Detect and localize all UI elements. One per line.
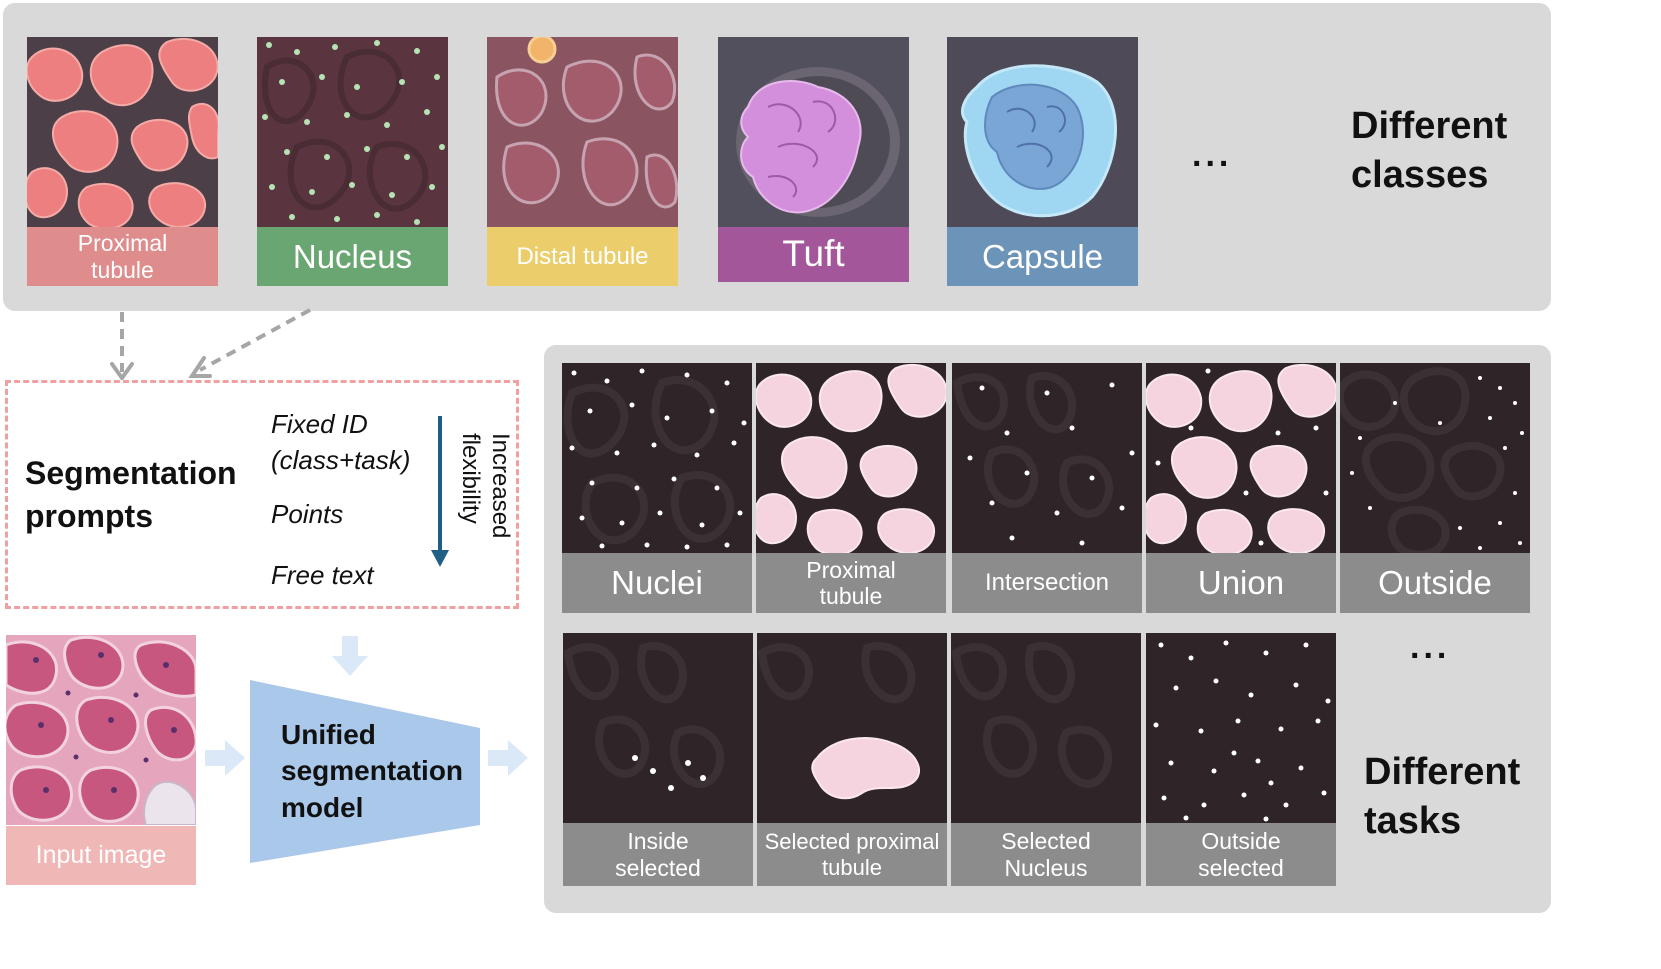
task-selected-proximal-image	[757, 633, 947, 823]
flexibility-label: Increased flexibility	[455, 433, 515, 538]
model-label-line3: model	[281, 791, 364, 823]
distal-tubule-label: Distal tubule	[487, 227, 678, 286]
different-classes-line1: Different	[1351, 105, 1508, 147]
task-intersection-image	[952, 363, 1142, 553]
tuft-image	[718, 37, 909, 227]
different-tasks-heading: Different tasks	[1364, 748, 1520, 847]
class-to-prompt-arrows	[110, 308, 311, 382]
task-union-image	[1146, 363, 1336, 553]
task-selected-proximal-label-line2: tubule	[822, 854, 882, 880]
proximal-tubule-label-line2: tubule	[91, 256, 154, 283]
unified-model-shape	[250, 680, 480, 863]
unified-model-label: Unified segmentation model	[281, 717, 463, 826]
more-classes-ellipsis: ...	[1192, 136, 1233, 174]
task-selected-proximal-label-line1: Selected proximal	[764, 829, 940, 855]
capsule-image	[947, 37, 1138, 227]
distal-tubule-image	[487, 37, 678, 227]
input-image	[6, 635, 196, 825]
proximal-tubule-label-line1: Proximal	[77, 230, 168, 257]
task-outside-image	[1340, 363, 1530, 553]
segmentation-prompts-title: Segmentation prompts	[25, 452, 237, 538]
task-outside-selected-label-line1: Outside	[1201, 828, 1281, 855]
task-selected-nucleus-label-line2: Nucleus	[1004, 854, 1088, 881]
task-inside-selected-image	[563, 633, 753, 823]
task-selected-nucleus-label: Selected Nucleus	[951, 823, 1141, 886]
task-inside-selected-label-line2: selected	[615, 854, 701, 881]
task-proximal-tubule-label-line2: tubule	[819, 583, 883, 609]
task-union-label: Union	[1146, 553, 1336, 613]
prompt-option-class-task: (class+task)	[271, 445, 411, 475]
model-label-line2: segmentation	[281, 755, 464, 787]
task-inside-selected-label-line1: Inside	[627, 828, 689, 855]
proximal-tubule-label: Proximal tubule	[27, 227, 218, 286]
prompts-title-line2: prompts	[25, 498, 153, 535]
capsule-label: Capsule	[947, 227, 1138, 286]
prompt-to-model-arrow	[332, 636, 368, 676]
model-label-line1: Unified	[281, 719, 376, 750]
prompts-title-line1: Segmentation	[25, 455, 237, 491]
task-proximal-tubule-label-line1: Proximal	[806, 556, 896, 583]
input-to-model-arrow	[205, 740, 245, 776]
task-outside-selected-image	[1146, 633, 1336, 823]
different-classes-heading: Different classes	[1351, 102, 1507, 201]
task-selected-nucleus-image	[951, 633, 1141, 823]
different-classes-line2: classes	[1351, 154, 1489, 197]
task-outside-selected-label-line2: selected	[1198, 854, 1284, 881]
flexibility-label-line1: Increased	[487, 433, 514, 539]
tuft-label: Tuft	[718, 227, 909, 282]
task-proximal-tubule-label: Proximal tubule	[756, 553, 946, 613]
prompt-option-free-text: Free text	[271, 560, 374, 590]
model-to-tasks-arrow	[488, 740, 528, 776]
task-outside-label: Outside	[1340, 553, 1530, 613]
task-nuclei-image	[562, 363, 752, 553]
task-selected-proximal-label: Selected proximal tubule	[757, 823, 947, 886]
nucleus-image	[257, 37, 448, 227]
nucleus-label: Nucleus	[257, 227, 448, 286]
task-nuclei-label: Nuclei	[562, 553, 752, 613]
more-tasks-ellipsis: ...	[1410, 628, 1451, 666]
different-tasks-line2: tasks	[1364, 800, 1462, 843]
task-proximal-tubule-image	[756, 363, 946, 553]
segmentation-prompts-box	[5, 380, 519, 609]
different-tasks-line1: Different	[1364, 751, 1521, 793]
task-intersection-label: Intersection	[952, 553, 1142, 613]
task-selected-nucleus-label-line1: Selected	[1001, 828, 1091, 855]
flexibility-arrow	[431, 416, 449, 567]
prompt-option-points: Points	[271, 499, 344, 529]
task-outside-selected-label: Outside selected	[1146, 823, 1336, 886]
prompt-option-fixed-id: Fixed ID	[271, 409, 368, 439]
proximal-tubule-image	[27, 37, 218, 227]
task-inside-selected-label: Inside selected	[563, 823, 753, 886]
flexibility-label-line2: flexibility	[457, 433, 484, 524]
input-image-label: Input image	[6, 826, 196, 885]
